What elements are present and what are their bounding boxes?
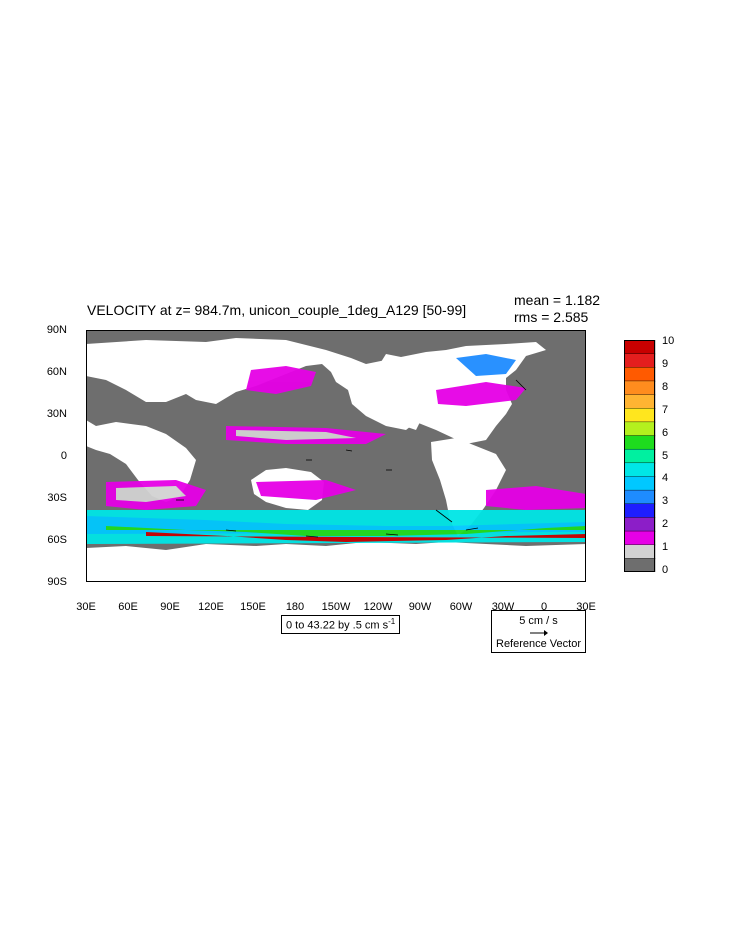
acc-red [146,532,586,542]
colorbar-swatch [624,517,656,532]
eurasia [86,338,546,444]
x-tick-label: 120W [363,601,393,613]
velocity-bands [86,354,586,544]
rms-stat: rms = 2.585 [514,309,589,325]
reference-arrow-icon [530,630,548,636]
colorbar-label: 2 [662,518,669,531]
north-america [372,354,436,430]
y-tick-label: 90N [46,324,67,336]
kuroshio-band [246,366,316,394]
colorbar-label: 1 [662,541,669,554]
x-tick-label: 0 [540,601,548,613]
colorbar-label: 8 [662,380,669,393]
pacific-south-band [256,480,356,500]
colorbar-swatch [624,435,656,450]
x-tick-label: 120E [198,601,224,613]
y-tick-label: 60S [47,534,67,546]
x-tick-label: 90E [160,601,180,613]
colorbar-swatch [624,558,656,572]
reference-speed: 5 cm / s [519,615,558,627]
pacific-north-inner [236,430,356,440]
y-tick-label: 30N [46,408,67,420]
labrador-band [456,354,516,376]
y-tick-label: 0 [60,450,67,462]
x-tick-label: 150W [321,601,351,613]
atlantic-band [436,382,526,406]
velocity-map [86,330,586,582]
y-tick-label: 60N [46,366,67,378]
colorbar-swatch [624,476,656,491]
colorbar-swatch [624,380,656,396]
atlantic-south-band [486,486,586,510]
colorbar-label: 7 [662,403,669,416]
reference-vector-box: 5 cm / s Reference Vector [491,610,586,653]
colorbar-swatches [624,340,656,572]
colorbar-swatch [624,489,656,505]
colorbar-swatch [624,394,656,409]
colorbar-label: 0 [662,564,669,576]
x-tick-label: 60E [118,601,138,613]
contour-info-text: 0 to 43.22 by .5 cm s [286,619,389,632]
reference-label: Reference Vector [496,638,581,650]
colorbar-swatch [624,367,656,382]
colorbar-label: 3 [662,495,669,508]
mean-stat: mean = 1.182 [514,292,601,308]
y-tick-label: 30S [47,492,67,504]
indian-band-inner [116,486,186,502]
x-tick-label: 150E [240,601,266,613]
antarctica [86,542,586,582]
x-tick-label: 90W [408,601,432,613]
velocity-vectors [176,379,527,538]
colorbar-label: 5 [662,449,669,462]
colorbar-swatch [624,503,656,519]
colorbar-swatch [624,340,656,355]
contour-info-box: 0 to 43.22 by .5 cm s-1 [281,615,401,634]
colorbar-label: 10 [662,335,675,347]
colorbar-swatch [624,462,656,478]
plot-title: VELOCITY at z= 984.7m, unicon_couple_1de… [87,302,467,318]
contour-info-exponent: -1 [388,617,396,626]
x-tick-label: 60W [449,601,473,613]
colorbar [624,340,656,572]
colorbar-swatch [624,544,656,560]
colorbar-swatch [624,408,656,423]
acc-blue [86,516,586,534]
land-masses [86,338,586,582]
colorbar-swatch [624,421,656,437]
y-tick-label: 90S [47,576,67,588]
colorbar-label: 6 [662,426,669,439]
colorbar-label: 4 [662,472,669,485]
acc-core [106,526,586,536]
x-tick-label: 30E [76,601,96,613]
colorbar-swatch [624,448,656,464]
colorbar-label: 9 [662,357,669,370]
x-tick-label: 180 [285,601,305,613]
colorbar-swatch [624,353,656,368]
map-frame [86,330,586,582]
colorbar-swatch [624,530,656,546]
